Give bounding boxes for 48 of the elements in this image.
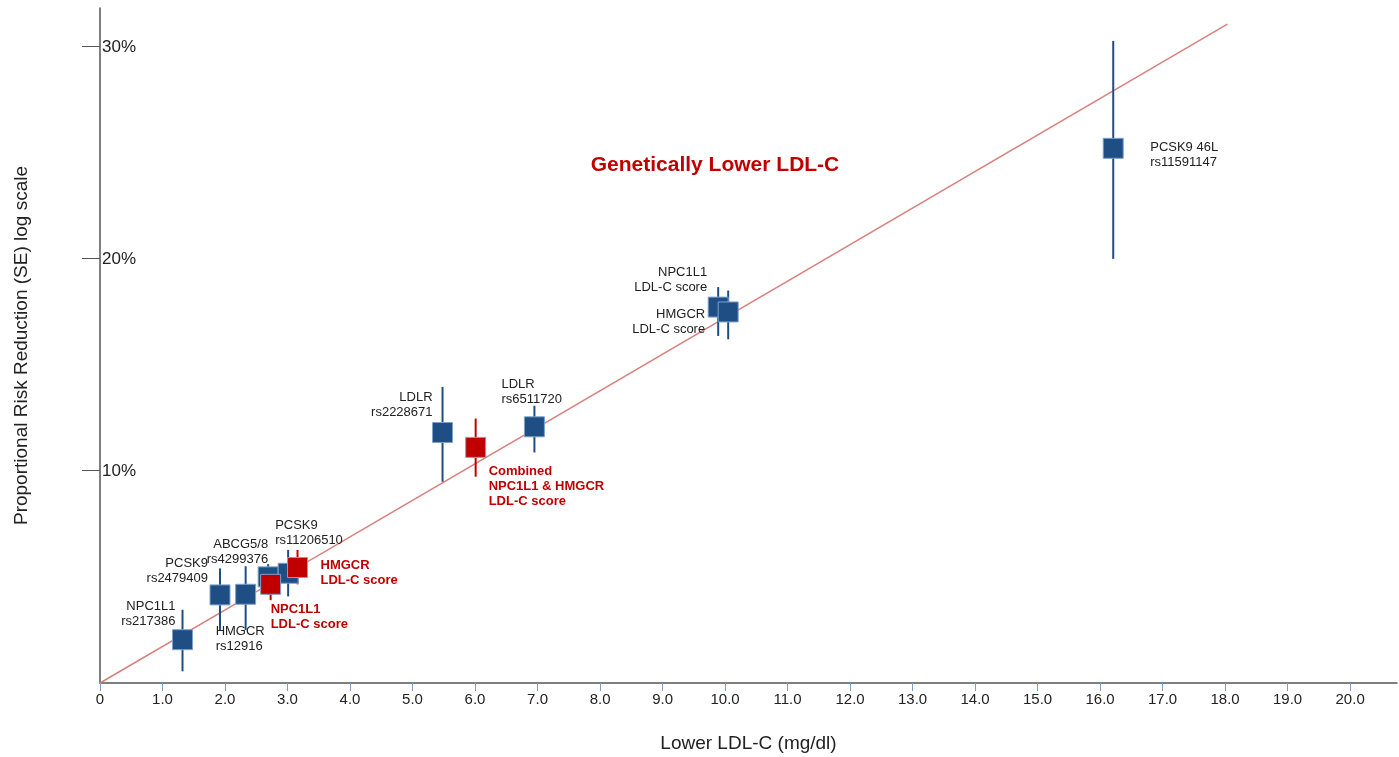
x-tick-label: 8.0 — [589, 690, 611, 707]
annotation: HMGCR LDL-C score — [632, 305, 706, 336]
point — [287, 557, 309, 579]
x-tick-label: 9.0 — [652, 690, 673, 707]
point — [523, 416, 545, 438]
annotation: NPC1L1 rs217386 — [121, 597, 176, 628]
annotation: HMGCR rs12916 — [215, 623, 265, 654]
x-tick-label: 5.0 — [402, 690, 423, 707]
annotation: LDLR rs6511720 — [501, 375, 562, 406]
annotation: PCSK9 rs11206510 — [275, 517, 343, 548]
x-tick-label: 16.0 — [1085, 690, 1115, 707]
x-axis-title: Lower LDL-C (mg/dl) — [660, 732, 837, 753]
annotation: Combined NPC1L1 & HMGCR LDL-C score — [488, 462, 605, 508]
x-tick-label: 10.0 — [710, 690, 740, 707]
x-tick-label: 17.0 — [1148, 690, 1178, 707]
x-tick-label: 15.0 — [1022, 690, 1053, 707]
point — [172, 629, 194, 651]
x-tick-label: 7.0 — [527, 690, 548, 707]
point — [432, 422, 454, 444]
x-tick-label: 20.0 — [1335, 690, 1365, 707]
x-tick-label: 2.0 — [214, 690, 236, 707]
annotation: NPC1L1 LDL-C score — [634, 264, 708, 295]
x-tick-label: 4.0 — [339, 690, 361, 707]
point — [717, 301, 739, 323]
y-tick-label: 20% — [102, 248, 137, 268]
annotation: PCSK9 46L rs11591147 — [1150, 139, 1219, 170]
x-tick-label: 12.0 — [835, 690, 865, 707]
x-tick-label: 14.0 — [960, 690, 990, 707]
annotation: LDLR rs2228671 — [371, 388, 433, 419]
x-tick-label: 6.0 — [464, 690, 486, 707]
text: Genetically Lower LDL-C — [590, 152, 840, 175]
x-tick-label: 0 — [95, 690, 105, 707]
x-tick-label: 13.0 — [897, 690, 928, 707]
point — [465, 436, 487, 458]
y-axis-title: Proportional Risk Reduction (SE) log scale — [10, 165, 31, 526]
x-tick-label: 3.0 — [277, 690, 298, 707]
x-tick-label: 1.0 — [152, 690, 173, 707]
y-tick-label: 30% — [102, 36, 137, 56]
y-tick-label: 10% — [102, 461, 137, 481]
point — [260, 573, 282, 595]
point — [235, 583, 257, 605]
annotation: HMGCR LDL-C score — [320, 556, 398, 587]
annotation: NPC1L1 LDL-C score — [270, 601, 348, 632]
x-tick-label: 11.0 — [773, 690, 802, 707]
x-tick-label: 18.0 — [1210, 690, 1240, 707]
point — [209, 584, 231, 606]
point — [1102, 137, 1124, 159]
x-tick-label: 19.0 — [1273, 690, 1303, 707]
